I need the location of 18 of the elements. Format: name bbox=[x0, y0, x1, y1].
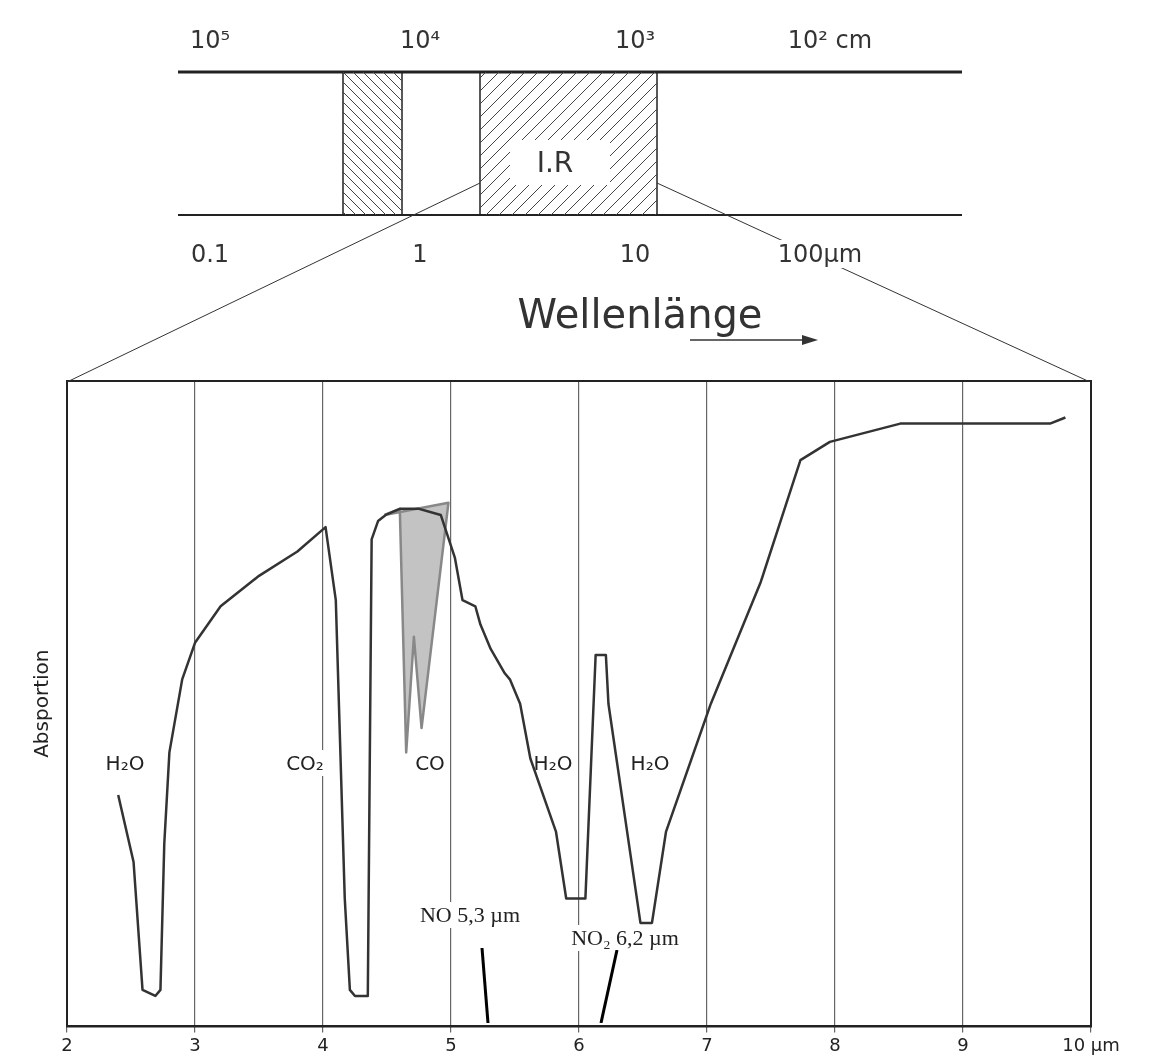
wavelength-scale-diagram: 10⁵ 10⁴ 10³ 10² cm 0.1 1 10 100µm I.R Wellenlänge bbox=[0, 0, 1155, 382]
annotation: CO bbox=[415, 751, 445, 775]
y-axis-title: Absportion bbox=[29, 649, 54, 758]
x-tick-label: 4 bbox=[317, 1033, 329, 1055]
annotation: H₂O bbox=[630, 751, 670, 775]
annotation: NO₂ 6,2 µm bbox=[571, 925, 679, 950]
x-tick-label: 5 bbox=[445, 1033, 457, 1055]
x-tick-label: 2 bbox=[61, 1033, 73, 1055]
x-tick-label: 3 bbox=[189, 1033, 201, 1055]
x-tick-label: 7 bbox=[701, 1033, 713, 1055]
annotation: CO₂ bbox=[286, 751, 324, 775]
annotation: H₂O bbox=[533, 751, 573, 775]
x-tick-label: 9 bbox=[957, 1033, 969, 1055]
x-tick-label: 8 bbox=[829, 1033, 841, 1055]
annotation: NO 5,3 µm bbox=[419, 902, 521, 927]
annotation: H₂O bbox=[105, 751, 145, 775]
x-tick-label: 10 µm bbox=[1062, 1033, 1120, 1055]
x-tick-label: 6 bbox=[573, 1033, 585, 1055]
